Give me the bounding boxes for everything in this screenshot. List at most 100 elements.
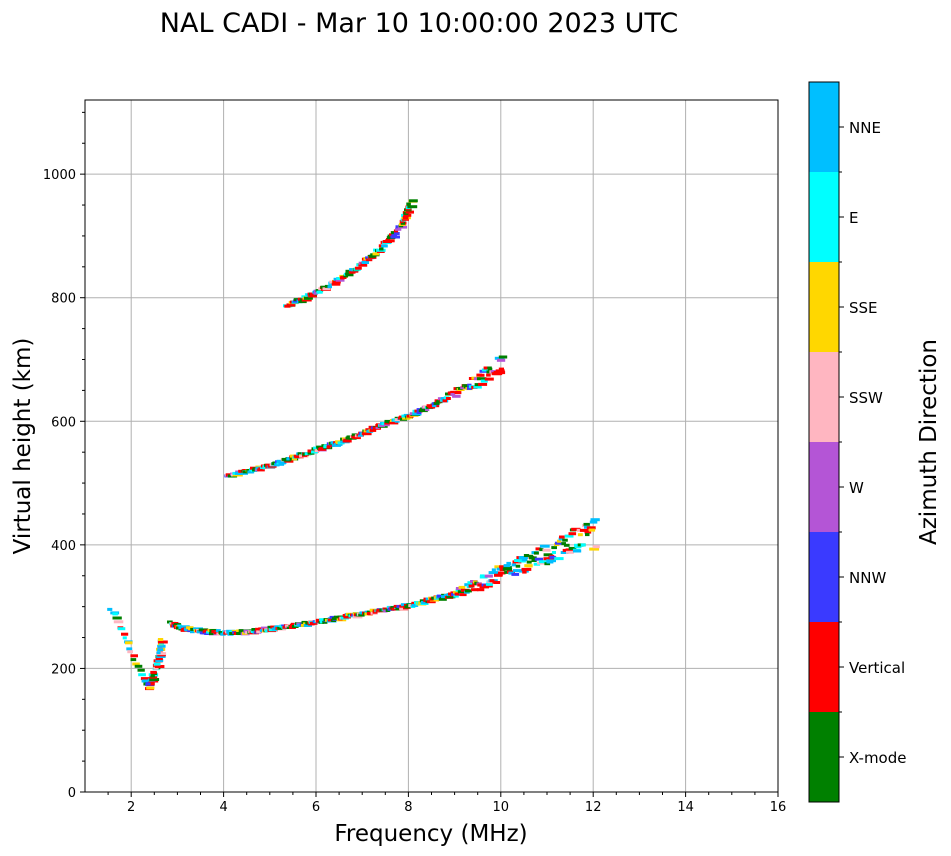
echo-point — [303, 623, 312, 627]
echo-point — [315, 289, 324, 293]
echo-point — [464, 589, 472, 593]
colorbar-segment — [809, 82, 839, 172]
echo-point — [113, 620, 124, 624]
echo-point — [473, 385, 482, 389]
echo-point — [561, 542, 566, 546]
echo-point — [242, 631, 248, 635]
echo-point — [340, 276, 347, 279]
echo-point — [126, 647, 133, 651]
echo-point — [405, 210, 414, 214]
echo-point — [590, 518, 600, 522]
echo-point — [554, 557, 564, 561]
echo-point — [408, 199, 418, 203]
echo-point — [535, 547, 542, 551]
echo-point — [459, 593, 467, 597]
echo-point — [167, 620, 173, 624]
colorbar-segment — [809, 262, 839, 352]
echo-point — [474, 383, 482, 387]
echo-point — [326, 445, 331, 449]
echo-point — [390, 235, 400, 239]
y-tick-label: 400 — [51, 539, 76, 554]
echo-point — [261, 626, 270, 630]
echo-point — [477, 588, 485, 592]
echo-point — [140, 677, 151, 681]
echo-point — [442, 399, 447, 403]
echo-point — [521, 558, 528, 562]
echo-point — [395, 225, 400, 229]
echo-point — [546, 559, 556, 563]
echo-point — [319, 446, 326, 450]
echo-point — [429, 598, 440, 602]
echo-point — [352, 435, 359, 439]
echo-point — [277, 626, 283, 630]
echo-point — [574, 545, 582, 549]
echo-point — [157, 638, 164, 641]
chart-title: NAL CADI - Mar 10 10:00:00 2023 UTC — [160, 8, 678, 39]
colorbar-tick-label: SSE — [849, 299, 878, 317]
echo-point — [137, 668, 145, 672]
echo-point — [454, 592, 460, 596]
echo-point — [383, 609, 388, 613]
echo-point — [156, 655, 166, 658]
echo-point — [313, 291, 318, 295]
echo-point — [504, 570, 509, 574]
echo-point — [479, 373, 485, 377]
echo-point — [453, 594, 459, 598]
echo-point — [361, 261, 369, 264]
echo-point — [454, 391, 462, 395]
echo-point — [467, 581, 472, 585]
echo-point — [157, 640, 168, 644]
echo-point — [436, 400, 441, 404]
echo-point — [391, 607, 396, 611]
colorbar-tick-label: SSW — [849, 389, 883, 407]
colorbar-tick-label: E — [849, 209, 858, 227]
echo-point — [439, 597, 445, 601]
colorbar-segment — [809, 622, 839, 712]
echo-point — [213, 631, 219, 635]
echo-point — [562, 538, 568, 542]
echo-point — [450, 390, 455, 394]
echo-point — [298, 300, 307, 304]
echo-point — [554, 541, 562, 545]
echo-point — [107, 607, 113, 611]
echo-point — [551, 551, 556, 554]
echo-point — [132, 662, 140, 666]
echo-point — [316, 290, 323, 294]
echo-point — [215, 629, 221, 633]
echo-point — [568, 546, 577, 550]
echo-point — [452, 394, 461, 398]
echo-point — [404, 605, 410, 609]
echo-point — [156, 651, 161, 655]
echo-point — [551, 546, 557, 550]
echo-point — [147, 682, 155, 686]
echo-point — [539, 548, 544, 552]
echo-point — [506, 561, 511, 565]
echo-point — [480, 379, 488, 383]
echo-point — [393, 232, 400, 235]
echo-point — [511, 563, 517, 567]
x-axis-ticks: 2 4 6 8 10 12 14 16 — [107, 792, 786, 815]
x-tick-label: 14 — [677, 800, 694, 815]
y-tick-label: 0 — [68, 786, 76, 801]
echo-point — [508, 571, 515, 575]
echo-point — [365, 428, 372, 432]
y-tick-label: 1000 — [43, 168, 76, 183]
colorbar-segment — [809, 352, 839, 442]
echo-point — [134, 664, 143, 668]
echo-point — [345, 269, 352, 273]
echo-point — [220, 632, 226, 636]
echo-point — [489, 579, 495, 583]
echo-point — [586, 526, 596, 530]
echo-point — [121, 632, 129, 636]
echo-point — [544, 562, 551, 566]
echo-point — [573, 549, 582, 553]
echo-point — [433, 401, 440, 405]
echo-point — [426, 600, 436, 604]
echo-point — [480, 574, 485, 578]
y-tick-label: 200 — [51, 662, 76, 677]
echo-point — [564, 534, 574, 538]
echo-point — [468, 584, 475, 588]
echo-point — [416, 411, 422, 414]
echo-point — [389, 421, 399, 425]
echo-point — [379, 247, 384, 251]
